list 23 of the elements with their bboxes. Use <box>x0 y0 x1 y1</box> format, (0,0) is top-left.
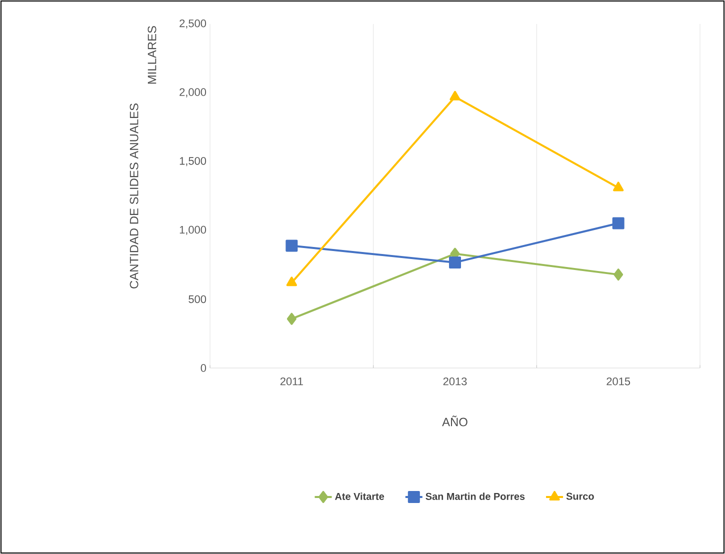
point <box>612 217 624 230</box>
y-tick-label: 1,000 <box>180 226 206 235</box>
y-axis-title: CANTIDAD DE SLIDES ANUALES <box>130 104 138 288</box>
x-tick-label: 2011 <box>280 378 303 386</box>
point <box>286 312 296 325</box>
y-tick-label: 0 <box>200 364 206 372</box>
legend-label: Surco <box>566 492 594 500</box>
point <box>613 182 624 192</box>
x-tick-label: 2013 <box>443 378 467 386</box>
point <box>614 268 624 281</box>
text: MILLARES <box>148 26 156 84</box>
x-tick-label: 2015 <box>606 378 630 386</box>
y-tick-label: 1,500 <box>180 157 206 166</box>
legend-label: Ate Vitarte <box>335 492 384 500</box>
y-tick-label: 2,000 <box>180 88 206 98</box>
y-tick-label: 500 <box>188 295 206 304</box>
legend-label: San Martin de Porres <box>426 492 525 500</box>
point <box>449 256 462 268</box>
point <box>286 240 298 252</box>
y-tick-label: 2,500 <box>180 19 206 29</box>
point <box>450 90 460 100</box>
point <box>286 276 298 286</box>
x-axis-title: AÑO <box>442 416 468 426</box>
